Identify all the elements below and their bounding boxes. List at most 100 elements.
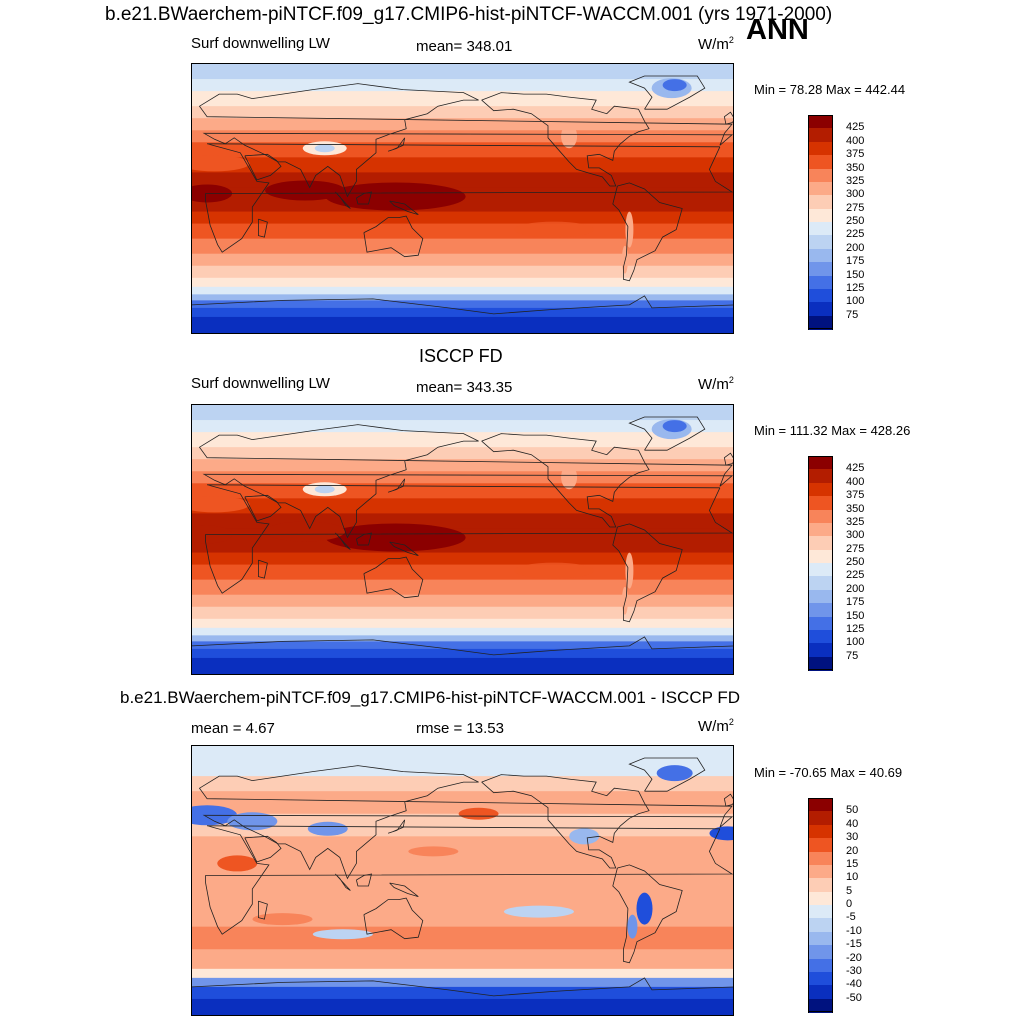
coastline <box>723 452 733 466</box>
contour-feature <box>192 155 250 172</box>
contour-band <box>192 776 733 792</box>
contour-band <box>192 471 733 484</box>
contour-feature <box>561 465 578 490</box>
coastline <box>356 191 373 205</box>
colorbar-tick-label: -5 <box>846 911 856 924</box>
panel3-colorbar: 50 40 30 20 15 10 5 0 -5 -10 -15 -20 -30 -40 -50 <box>808 798 862 1013</box>
contour-band <box>192 579 733 596</box>
panel2-minmax: Min = 111.32 Max = 428.26 <box>754 423 911 438</box>
panel3-rmse-label: rmse = 13.53 <box>416 720 504 737</box>
contour-band <box>192 552 733 566</box>
colorbar-tick-label: 15 <box>846 857 859 870</box>
contour-feature <box>314 144 335 153</box>
colorbar-tick-label: 10 <box>846 871 859 884</box>
contour-band <box>192 130 733 143</box>
contour-feature <box>625 211 634 248</box>
contour-band <box>192 904 733 928</box>
colorbar-tick-label: 325 <box>846 515 865 528</box>
contour-band <box>192 277 733 288</box>
colorbar-tick-label: 375 <box>846 489 865 502</box>
coastline <box>723 111 733 125</box>
coastline <box>628 757 706 792</box>
coastline <box>198 83 733 198</box>
coastline <box>389 200 419 215</box>
contour-band <box>192 118 733 131</box>
colorbar-frame <box>808 115 833 329</box>
panel1-minmax: Min = 78.28 Max = 442.44 <box>754 82 906 97</box>
coastline <box>723 793 733 807</box>
coastline <box>335 873 351 891</box>
contour-band <box>192 746 733 777</box>
colorbar-tick-label: 150 <box>846 609 865 622</box>
contour-feature <box>314 485 335 494</box>
coastline <box>387 137 406 152</box>
coastline <box>363 897 424 940</box>
colorbar-tick-label: -15 <box>846 938 862 951</box>
contour-feature <box>408 846 459 857</box>
coastline <box>481 92 650 187</box>
contour-band <box>192 223 733 240</box>
contour-band <box>192 307 733 318</box>
colorbar-tick-label: 300 <box>846 529 865 542</box>
contour-band <box>192 447 733 460</box>
contour-band <box>192 836 733 860</box>
colorbar-frame <box>808 456 833 670</box>
colorbar-tick-label: 250 <box>846 215 865 227</box>
contour-band <box>192 294 733 301</box>
colorbar-tick-label: 375 <box>846 148 865 161</box>
colorbar-tick-label: 400 <box>846 134 865 147</box>
field-bands <box>192 746 733 1015</box>
contour-feature <box>709 826 733 841</box>
coastline <box>258 218 268 238</box>
panel3-map <box>191 745 734 1016</box>
coastline <box>205 143 733 253</box>
contour-band <box>192 635 733 642</box>
contour-band <box>192 157 733 173</box>
continent-outlines <box>192 757 733 997</box>
coastline <box>356 532 373 546</box>
panel2-heading: ISCCP FD <box>419 346 503 366</box>
panel3-minmax: Min = -70.65 Max = 40.69 <box>754 765 903 780</box>
field-bands <box>192 64 733 333</box>
coastline <box>258 559 268 579</box>
contour-band <box>192 594 733 608</box>
coastline <box>198 424 733 539</box>
contour-band <box>192 286 733 295</box>
coastline <box>628 416 706 451</box>
contour-band <box>192 926 733 950</box>
colorbar-tick-label: -40 <box>846 978 862 991</box>
contour-band <box>192 211 733 225</box>
contour-band <box>192 641 733 650</box>
colorbar-tick-label: 300 <box>846 188 865 201</box>
colorbar-tick-label: 100 <box>846 295 865 308</box>
contour-band <box>192 657 733 674</box>
panel2-units: W/m2 <box>698 375 734 393</box>
panel3-heading: b.e21.BWaerchem-piNTCF.f09_g17.CMIP6-his… <box>120 688 741 707</box>
colorbar-tick-label: 100 <box>846 636 865 649</box>
coastline <box>387 819 406 834</box>
coastline <box>628 75 706 110</box>
coastline <box>389 882 419 897</box>
contour-band <box>192 253 733 267</box>
colorbar-tick-label: 225 <box>846 569 865 582</box>
contour-feature <box>312 929 373 940</box>
contour-band <box>192 79 733 92</box>
contour-feature <box>252 913 313 926</box>
contour-band <box>192 564 733 581</box>
panel1-colorbar: 425 400 375 350 325 300 275 250 225 200 175 150 125 1… <box>808 115 864 330</box>
colorbar-tick-label: 0 <box>846 898 853 910</box>
contour-feature <box>265 521 346 542</box>
colorbar-tick-label: 50 <box>846 804 859 817</box>
contour-band <box>192 432 733 448</box>
colorbar-tick-label: 200 <box>846 582 865 595</box>
coastline <box>244 153 282 181</box>
continent-outlines <box>192 75 733 315</box>
contour-feature <box>656 765 693 782</box>
colorbar-tick-label: 225 <box>846 228 865 241</box>
colorbar-tick-label: 75 <box>846 649 859 662</box>
coastline <box>612 523 683 623</box>
contour-band <box>192 648 733 659</box>
season-label: ANN <box>746 14 809 46</box>
panel3-map-svg <box>192 746 733 1015</box>
coastline <box>192 295 733 315</box>
